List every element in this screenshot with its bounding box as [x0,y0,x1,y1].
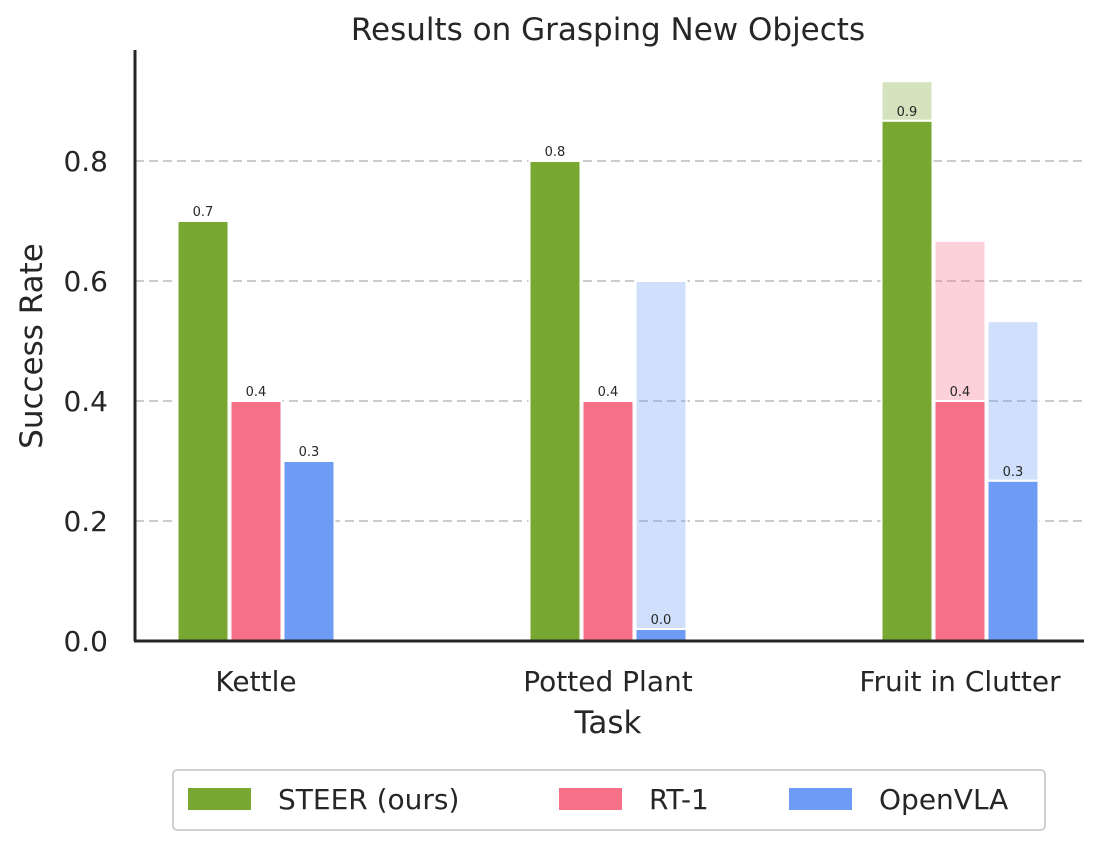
bar-rt-1-fruit-in-clutter [933,400,987,642]
data-labels: 0.7 0.8 0.9 0.4 0.4 0.4 0.3 0.0 0.3 [193,105,1024,628]
legend-swatch-rt-1 [559,788,622,810]
chart-title: Results on Grasping New Objects [351,12,865,48]
bar-upper-openvla-fruit-in-clutter [986,320,1040,482]
legend-label-steer-ours: STEER (ours) [278,783,459,816]
data-label-steer-ours-fruit-in-clutter: 0.9 [897,105,918,120]
y-tick-label: 0.2 [63,505,108,538]
data-label-rt-1-kettle: 0.4 [246,385,267,400]
bar-rt-1-potted-plant [581,400,635,642]
legend: STEER (ours) RT-1 OpenVLA [172,769,1046,831]
legend-swatch-openvla [789,788,852,810]
data-label-openvla-kettle: 0.3 [299,445,320,460]
x-tick-label: Fruit in Clutter [859,665,1061,698]
y-axis-label: Success Rate [14,243,50,449]
bar-upper-openvla-potted-plant [634,280,688,630]
bar-rt-1-kettle [229,400,283,642]
x-axis-label: Task [574,705,642,741]
legend-swatch-steer-ours [188,788,251,810]
bar-steer-ours-potted-plant [528,160,582,642]
data-label-rt-1-fruit-in-clutter: 0.4 [950,385,971,400]
y-tick-label: 0.4 [63,385,108,418]
bars [176,80,1040,643]
bar-steer-ours-kettle [176,220,230,642]
x-ticks: Kettle Potted Plant Fruit in Clutter [215,665,1061,698]
bar-openvla-potted-plant [634,628,688,642]
bar-upper-steer-ours-fruit-in-clutter [880,80,934,122]
data-label-openvla-potted-plant: 0.0 [651,613,672,628]
x-tick-label: Kettle [215,665,296,698]
data-label-openvla-fruit-in-clutter: 0.3 [1003,465,1024,480]
legend-label-openvla: OpenVLA [879,783,1008,816]
data-label-steer-ours-kettle: 0.7 [193,205,214,220]
data-label-rt-1-potted-plant: 0.4 [598,385,619,400]
bar-openvla-fruit-in-clutter [986,479,1040,642]
bar-steer-ours-fruit-in-clutter [880,119,934,643]
y-tick-label: 0.8 [63,145,108,178]
bar-upper-rt-1-fruit-in-clutter [933,239,987,402]
y-ticks: 0.0 0.2 0.4 0.6 0.8 [63,145,108,658]
y-tick-label: 0.0 [63,625,108,658]
y-tick-label: 0.6 [63,265,108,298]
data-label-steer-ours-potted-plant: 0.8 [545,145,566,160]
legend-label-rt-1: RT-1 [649,783,709,816]
x-tick-label: Potted Plant [523,665,692,698]
bar-openvla-kettle [282,460,336,642]
